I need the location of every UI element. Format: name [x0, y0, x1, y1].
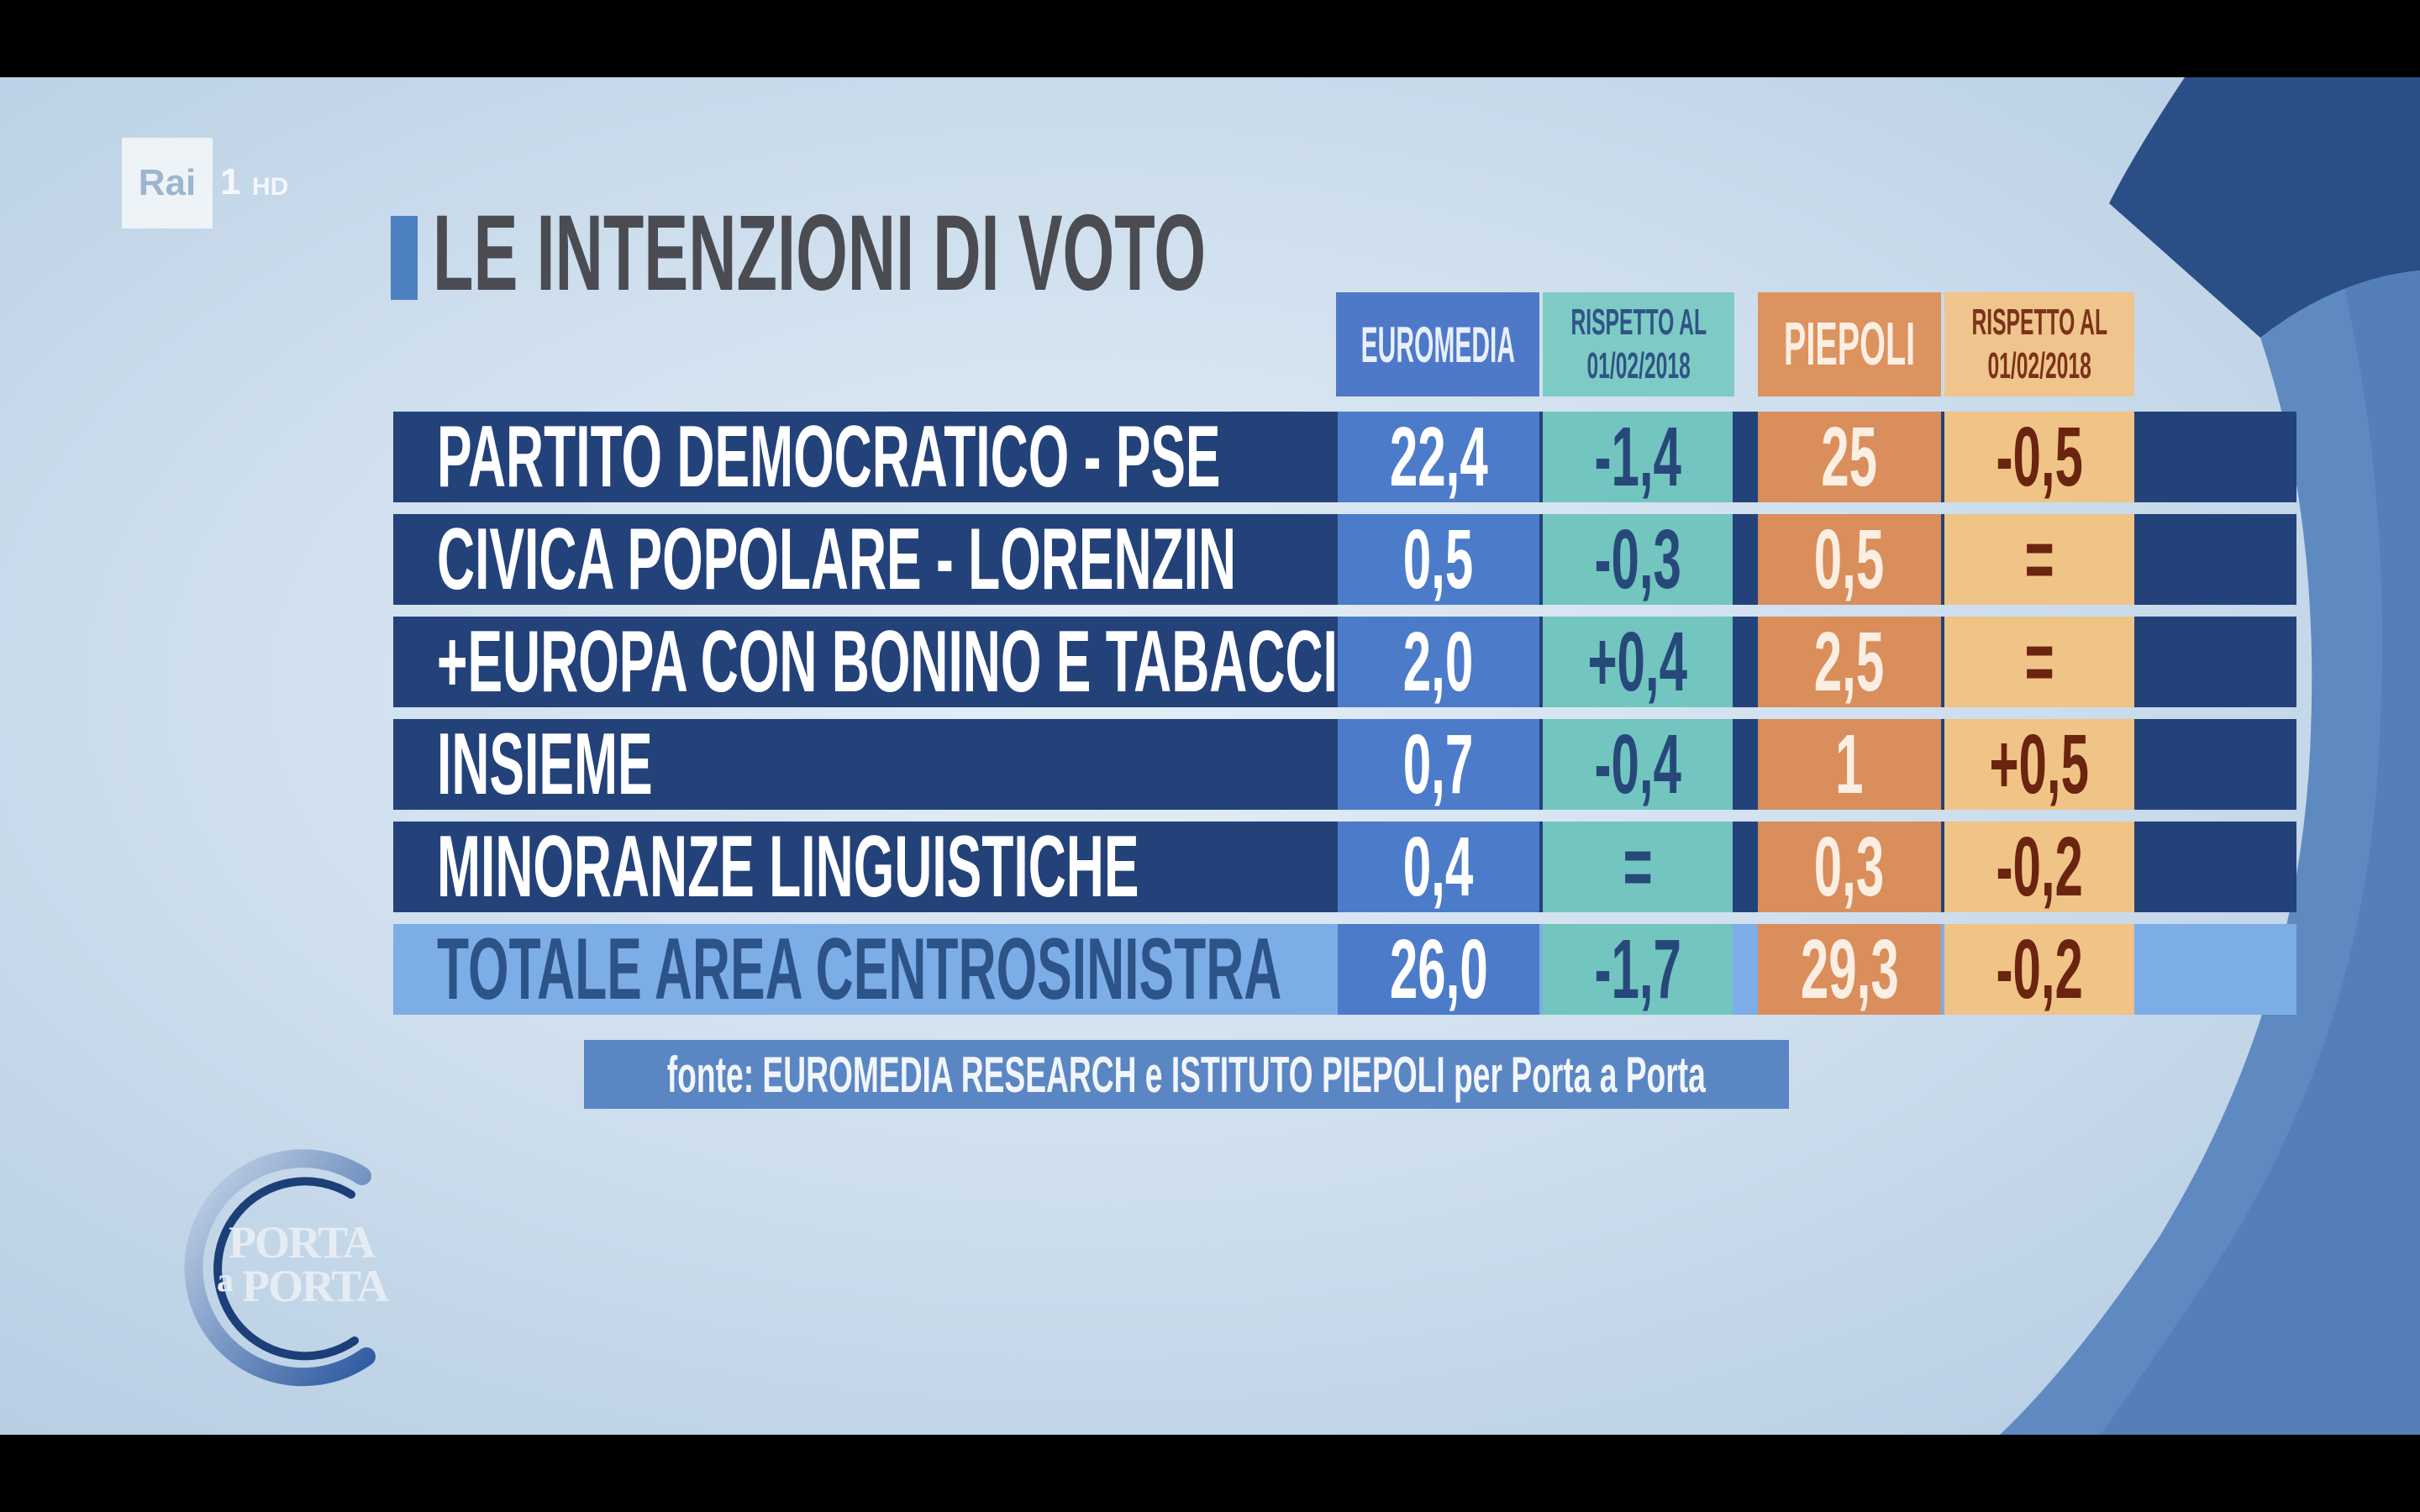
- piepoli-delta: -0,5: [1944, 412, 2134, 502]
- letterbox-bottom: [0, 1435, 2420, 1512]
- tv-screen: Rai 1 HD LE INTENZIONI DI VOTO EUROMEDIA…: [0, 77, 2420, 1435]
- table-row: CIVICA POPOLARE - LORENZIN 0,5 -0,3 0,5 …: [393, 514, 2296, 605]
- header-euromedia-delta: RISPETTO AL 01/02/2018: [1543, 292, 1734, 396]
- piepoli-value: 2,5: [1758, 617, 1941, 707]
- title-accent-bar: [391, 216, 418, 300]
- piepoli-value: 1: [1758, 719, 1941, 810]
- letterbox-top: [0, 0, 2420, 77]
- euromedia-delta: -1,4: [1543, 412, 1733, 502]
- euromedia-value: 0,4: [1338, 822, 1539, 912]
- piepoli-value: 29,3: [1758, 924, 1941, 1015]
- euromedia-delta: -0,3: [1543, 514, 1733, 605]
- party-label: PARTITO DEMOCRATICO - PSE: [437, 408, 1221, 506]
- euromedia-value: 2,0: [1338, 617, 1539, 707]
- table-row: PARTITO DEMOCRATICO - PSE 22,4 -1,4 25 -…: [393, 412, 2296, 502]
- euromedia-value: 26,0: [1338, 924, 1539, 1015]
- piepoli-value: 0,3: [1758, 822, 1941, 912]
- background-swoosh: [2000, 77, 2420, 1435]
- euromedia-delta: +0,4: [1543, 617, 1733, 707]
- piepoli-delta: +0,5: [1944, 719, 2134, 810]
- piepoli-value: 0,5: [1758, 514, 1941, 605]
- euromedia-delta: =: [1543, 822, 1733, 912]
- piepoli-delta: -0,2: [1944, 924, 2134, 1015]
- show-logo: PORTA a PORTA: [165, 1134, 434, 1407]
- header-piepoli: PIEPOLI: [1758, 292, 1941, 396]
- show-logo-line2-a: a: [217, 1261, 234, 1299]
- piepoli-delta: =: [1944, 617, 2134, 707]
- piepoli-delta: =: [1944, 514, 2134, 605]
- total-label: TOTALE AREA CENTROSINISTRA: [437, 921, 1282, 1018]
- source-caption: fonte: EUROMEDIA RESEARCH e ISTITUTO PIE…: [584, 1040, 1789, 1109]
- channel-number: 1: [220, 161, 241, 202]
- party-label: +EUROPA CON BONINO E TABACCI: [437, 613, 1338, 711]
- header-piepoli-delta: RISPETTO AL 01/02/2018: [1944, 292, 2134, 396]
- euromedia-value: 0,5: [1338, 514, 1539, 605]
- channel-hd-badge: HD: [252, 173, 289, 201]
- piepoli-value: 25: [1758, 412, 1941, 502]
- table-row: MINORANZE LINGUISTICHE 0,4 = 0,3 -0,2: [393, 822, 2296, 912]
- page-title: LE INTENZIONI DI VOTO: [433, 193, 1207, 313]
- show-logo-line1: PORTA: [229, 1217, 376, 1268]
- party-label: CIVICA POPOLARE - LORENZIN: [437, 511, 1237, 608]
- channel-logo: Rai: [122, 138, 213, 228]
- euromedia-value: 0,7: [1338, 719, 1539, 810]
- party-label: INSIEME: [437, 716, 653, 813]
- table-row: INSIEME 0,7 -0,4 1 +0,5: [393, 719, 2296, 810]
- euromedia-value: 22,4: [1338, 412, 1539, 502]
- euromedia-delta: -0,4: [1543, 719, 1733, 810]
- show-logo-ring-icon: [184, 1149, 376, 1387]
- table-row-total: TOTALE AREA CENTROSINISTRA 26,0 -1,7 29,…: [393, 924, 2296, 1015]
- header-euromedia: EUROMEDIA: [1336, 292, 1539, 396]
- table-row: +EUROPA CON BONINO E TABACCI 2,0 +0,4 2,…: [393, 617, 2296, 707]
- euromedia-delta: -1,7: [1543, 924, 1733, 1015]
- piepoli-delta: -0,2: [1944, 822, 2134, 912]
- show-logo-line2-b: PORTA: [242, 1261, 389, 1311]
- party-label: MINORANZE LINGUISTICHE: [437, 818, 1139, 916]
- channel-network: Rai: [138, 162, 197, 203]
